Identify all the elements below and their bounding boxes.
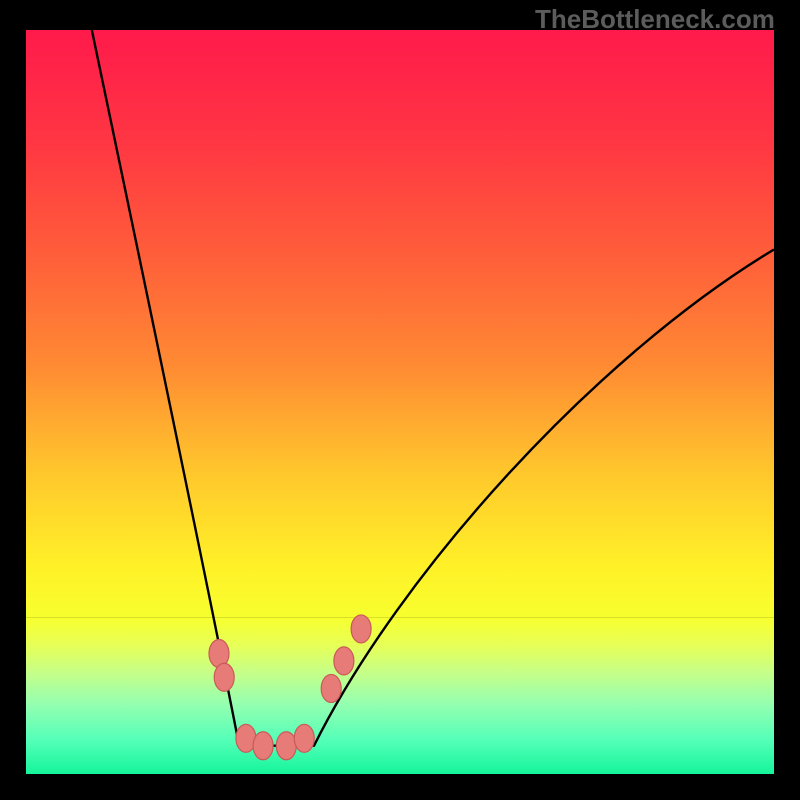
data-marker <box>321 674 341 702</box>
data-marker <box>334 647 354 675</box>
data-marker <box>351 615 371 643</box>
data-marker <box>276 732 296 760</box>
gradient-background-main <box>26 30 774 618</box>
data-marker <box>294 724 314 752</box>
bottleneck-chart <box>0 0 800 800</box>
data-marker <box>253 732 273 760</box>
gradient-background-band <box>26 618 774 774</box>
data-marker <box>214 663 234 691</box>
watermark-text: TheBottleneck.com <box>535 4 775 35</box>
